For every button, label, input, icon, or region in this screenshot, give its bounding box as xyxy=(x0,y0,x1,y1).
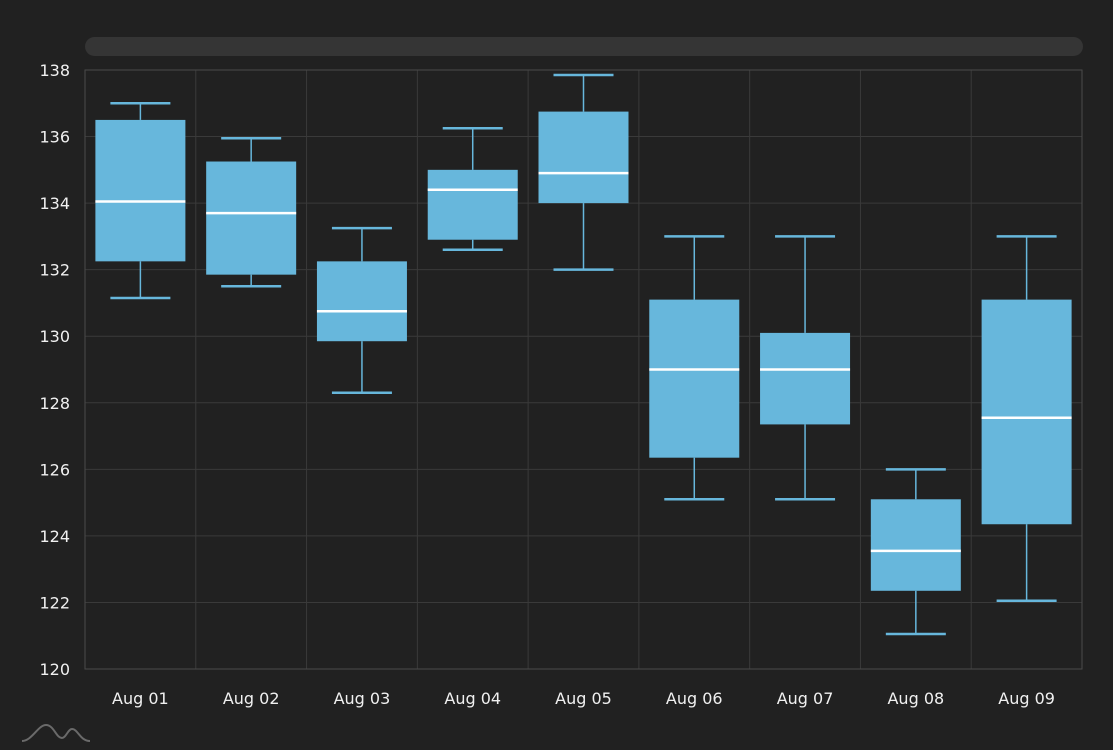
box-aug-03 xyxy=(316,226,407,395)
box-aug-09 xyxy=(981,235,1072,603)
amcharts-logo-icon xyxy=(21,723,91,742)
x-tick-label: Aug 01 xyxy=(112,689,169,708)
y-tick-label: 132 xyxy=(39,261,70,280)
x-tick-label: Aug 03 xyxy=(334,689,391,708)
box-aug-06 xyxy=(649,235,740,501)
box-body xyxy=(870,499,961,591)
box-aug-02 xyxy=(206,136,297,288)
box-aug-04 xyxy=(427,126,518,251)
horizontal-scrollbar[interactable] xyxy=(85,37,1083,56)
y-tick-label: 136 xyxy=(39,128,70,147)
box-body xyxy=(316,261,407,342)
y-tick-label: 138 xyxy=(39,61,70,80)
box-aug-07 xyxy=(760,235,851,501)
y-tick-label: 130 xyxy=(39,327,70,346)
x-tick-label: Aug 06 xyxy=(666,689,723,708)
box-body xyxy=(760,332,851,425)
y-tick-label: 122 xyxy=(39,593,70,612)
box-body xyxy=(981,299,1072,525)
y-tick-label: 124 xyxy=(39,527,70,546)
box-body xyxy=(538,111,629,204)
box-aug-08 xyxy=(870,468,961,636)
plot-border xyxy=(84,69,1083,670)
x-tick-label: Aug 04 xyxy=(444,689,501,708)
y-tick-label: 126 xyxy=(39,460,70,479)
box-body xyxy=(649,299,740,458)
x-tick-label: Aug 08 xyxy=(887,689,944,708)
x-tick-label: Aug 02 xyxy=(223,689,280,708)
box-aug-05 xyxy=(538,73,629,271)
y-tick-label: 120 xyxy=(39,660,70,679)
x-tick-label: Aug 07 xyxy=(777,689,834,708)
box-body xyxy=(206,161,297,275)
box-body xyxy=(95,119,186,262)
box-body xyxy=(427,169,518,240)
box-aug-01 xyxy=(95,102,186,300)
x-tick-label: Aug 05 xyxy=(555,689,612,708)
y-tick-label: 134 xyxy=(39,194,70,213)
y-tick-label: 128 xyxy=(39,394,70,413)
x-tick-label: Aug 09 xyxy=(998,689,1055,708)
